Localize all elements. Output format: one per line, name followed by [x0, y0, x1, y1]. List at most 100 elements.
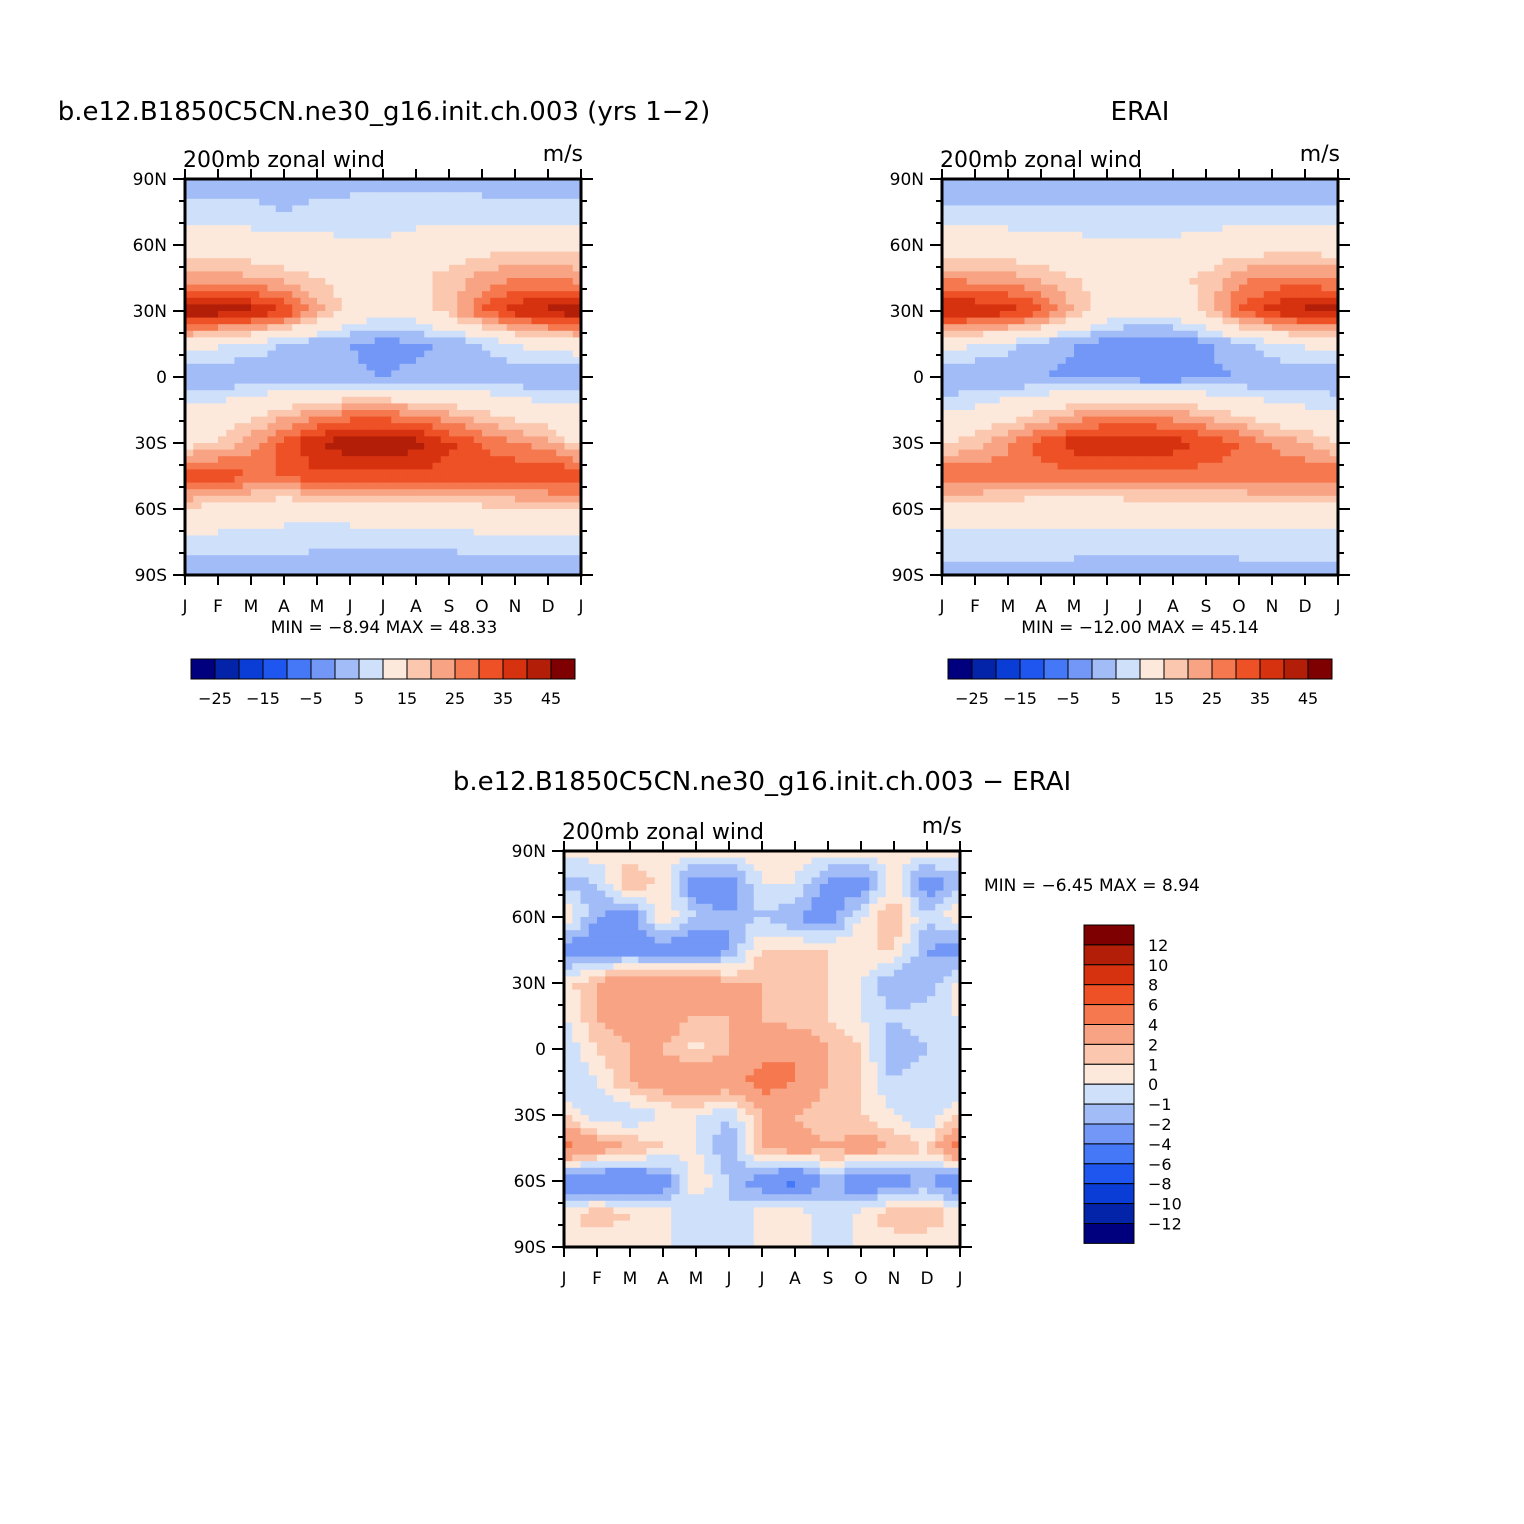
contour-cell: [209, 383, 219, 391]
contour-cell: [1222, 363, 1232, 371]
contour-cell: [1272, 185, 1281, 193]
contour-cell: [374, 357, 384, 365]
contour-cell: [424, 212, 434, 220]
contour-cell: [991, 403, 1001, 411]
contour-cell: [1296, 330, 1306, 338]
contour-cell: [515, 245, 524, 253]
contour-cell: [1140, 192, 1149, 200]
contour-cell: [234, 548, 244, 556]
contour-cell: [374, 502, 384, 510]
contour-cell: [515, 377, 524, 385]
contour-cell: [1140, 304, 1149, 312]
contour-cell: [440, 297, 450, 305]
contour-cell: [391, 350, 401, 358]
contour-cell: [383, 555, 392, 563]
contour-cell: [292, 555, 302, 563]
contour-cell: [193, 410, 203, 418]
contour-cell: [440, 245, 450, 253]
contour-cell: [201, 337, 211, 345]
contour-cell: [449, 251, 458, 259]
contour-cell: [991, 330, 1001, 338]
contour-cell: [1082, 304, 1092, 312]
contour-cell: [1272, 363, 1281, 371]
contour-cell: [1206, 271, 1215, 279]
contour-cell: [292, 179, 302, 187]
contour-cell: [539, 403, 549, 411]
contour-cell: [523, 324, 533, 332]
contour-cell: [1074, 264, 1083, 272]
contour-cell: [1197, 251, 1207, 259]
contour-cell: [399, 297, 409, 305]
contour-cell: [506, 476, 516, 484]
contour-cell: [416, 179, 425, 187]
contour-cell: [185, 396, 194, 404]
contour-cell: [1329, 324, 1339, 332]
contour-cell: [506, 344, 516, 352]
contour-cell: [1115, 291, 1125, 299]
contour-cell: [1164, 271, 1174, 279]
contour-cell: [234, 363, 244, 371]
contour-cell: [1230, 311, 1240, 319]
contour-cell: [275, 337, 285, 345]
contour-cell: [991, 205, 1001, 213]
contour-cell: [515, 231, 524, 239]
contour-cell: [432, 482, 442, 490]
contour-cell: [366, 311, 376, 319]
contour-cell: [242, 410, 252, 418]
contour-cell: [1189, 403, 1199, 411]
contour-cell: [432, 469, 442, 477]
contour-cell: [942, 363, 951, 371]
contour-cell: [391, 410, 401, 418]
contour-cell: [950, 449, 960, 457]
contour-cell: [234, 271, 244, 279]
contour-cell: [1305, 245, 1314, 253]
contour-cell: [1074, 330, 1083, 338]
contour-cell: [416, 238, 425, 246]
contour-cell: [407, 297, 417, 305]
contour-cell: [449, 278, 458, 286]
contour-cell: [350, 304, 359, 312]
contour-cell: [317, 317, 326, 325]
contour-cell: [548, 449, 557, 457]
contour-cell: [942, 403, 951, 411]
contour-cell: [358, 212, 368, 220]
contour-cell: [1222, 370, 1232, 378]
contour-cell: [432, 212, 442, 220]
contour-cell: [1329, 337, 1339, 345]
contour-cell: [350, 363, 359, 371]
contour-cell: [275, 245, 285, 253]
contour-cell: [457, 205, 467, 213]
contour-cell: [1065, 436, 1075, 444]
contour-cell: [564, 344, 574, 352]
contour-cell: [572, 522, 582, 530]
contour-cell: [1098, 443, 1108, 451]
contour-cell: [1296, 185, 1306, 193]
contour-cell: [1123, 251, 1133, 259]
contour-cell: [465, 179, 475, 187]
contour-cell: [1156, 297, 1166, 305]
contour-cell: [1107, 291, 1116, 299]
contour-cell: [407, 304, 417, 312]
contour-cell: [333, 245, 343, 253]
contour-cell: [1206, 377, 1215, 385]
contour-cell: [1148, 429, 1158, 437]
contour-cell: [958, 429, 968, 437]
contour-cell: [999, 396, 1009, 404]
contour-cell: [1016, 251, 1026, 259]
contour-cell: [1082, 245, 1092, 253]
contour-cell: [193, 297, 203, 305]
contour-cell: [1230, 251, 1240, 259]
contour-cell: [440, 205, 450, 213]
contour-cell: [539, 522, 549, 530]
contour-cell: [482, 370, 491, 378]
contour-cell: [1016, 429, 1026, 437]
contour-cell: [325, 350, 335, 358]
contour-cell: [226, 522, 236, 530]
contour-cell: [1313, 205, 1323, 213]
contour-cell: [539, 231, 549, 239]
contour-cell: [1016, 212, 1026, 220]
contour-cell: [572, 251, 582, 259]
contour-cell: [991, 278, 1001, 286]
contour-cell: [1024, 245, 1034, 253]
contour-cell: [1131, 324, 1141, 332]
